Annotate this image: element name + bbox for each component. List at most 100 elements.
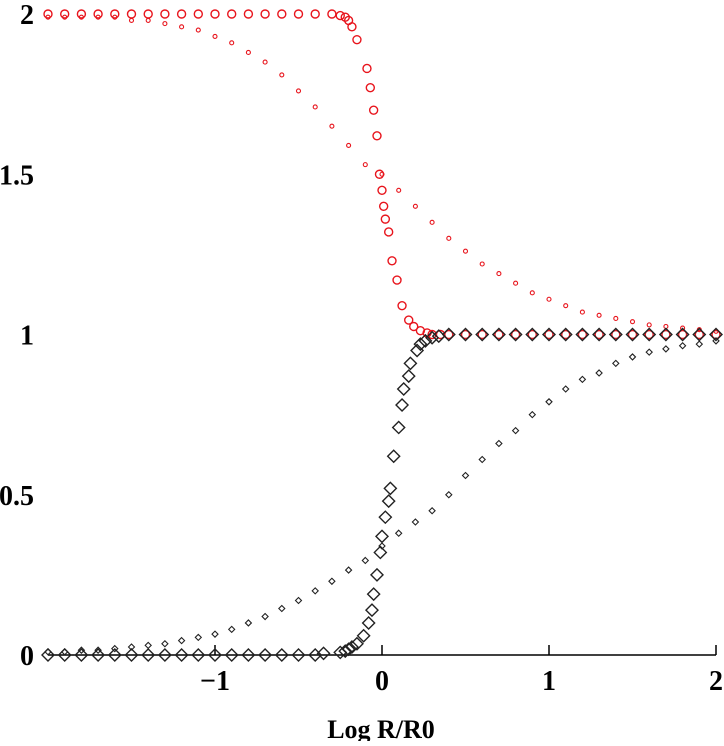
data-point xyxy=(335,10,345,21)
data-point xyxy=(678,341,687,350)
data-point xyxy=(312,104,318,110)
data-point xyxy=(110,9,120,19)
data-point xyxy=(625,327,640,342)
data-point xyxy=(194,633,203,642)
data-point xyxy=(662,345,670,353)
data-point xyxy=(694,329,704,340)
data-point xyxy=(344,639,359,654)
data-point xyxy=(78,14,84,20)
data-point xyxy=(387,256,397,266)
data-point xyxy=(91,648,106,662)
data-point xyxy=(575,327,590,342)
data-point xyxy=(528,410,537,419)
data-point xyxy=(143,9,153,19)
data-point xyxy=(381,494,396,509)
data-point xyxy=(510,329,521,340)
data-point xyxy=(311,587,319,595)
data-point xyxy=(112,14,118,20)
data-point xyxy=(95,14,101,20)
data-point xyxy=(94,646,102,654)
data-point xyxy=(195,27,201,33)
data-point xyxy=(445,490,453,499)
data-point xyxy=(378,201,389,212)
data-point xyxy=(579,309,585,315)
data-point xyxy=(227,625,236,634)
data-point xyxy=(592,327,607,342)
data-point xyxy=(396,381,411,396)
data-point xyxy=(338,644,353,659)
series-diamond-large xyxy=(41,327,723,662)
data-point xyxy=(396,187,402,193)
data-point xyxy=(546,296,552,302)
data-point xyxy=(527,329,537,340)
data-point xyxy=(397,300,407,311)
data-point xyxy=(316,646,331,661)
data-point xyxy=(93,9,103,19)
data-point xyxy=(525,327,540,342)
data-point xyxy=(375,529,389,544)
data-point xyxy=(43,9,53,19)
data-point xyxy=(261,612,269,621)
data-point xyxy=(644,329,654,340)
data-point xyxy=(208,648,222,662)
data-point xyxy=(349,636,364,651)
data-point xyxy=(279,72,285,78)
data-point xyxy=(260,9,270,19)
data-point xyxy=(145,17,151,23)
data-point xyxy=(344,566,353,574)
data-point xyxy=(107,648,122,662)
data-point xyxy=(675,327,690,342)
data-point xyxy=(380,214,391,224)
data-point xyxy=(629,319,636,325)
x-tick-label: 0 xyxy=(375,666,389,697)
series-circle-small xyxy=(45,14,719,334)
data-point xyxy=(226,9,237,19)
data-point xyxy=(558,327,573,342)
y-tick-label: 1.5 xyxy=(0,160,34,191)
data-point xyxy=(712,337,720,345)
y-tick-label: 0.5 xyxy=(0,481,34,512)
data-point xyxy=(224,648,239,662)
data-point xyxy=(258,648,273,662)
data-point xyxy=(262,59,268,65)
data-point xyxy=(291,648,306,662)
data-point xyxy=(394,529,403,537)
data-point xyxy=(370,567,384,582)
data-point xyxy=(60,648,69,656)
x-tick-label: 2 xyxy=(709,666,723,697)
data-point xyxy=(274,648,289,662)
data-point xyxy=(244,619,253,627)
data-point xyxy=(245,49,251,56)
data-point xyxy=(403,356,418,371)
x-tick-label: 1 xyxy=(542,666,556,697)
data-point xyxy=(229,40,235,46)
data-point xyxy=(128,17,135,23)
data-point xyxy=(461,471,470,480)
data-point xyxy=(611,329,621,340)
data-point xyxy=(413,337,428,352)
data-point xyxy=(661,329,671,340)
y-tick-label: 2 xyxy=(20,0,34,31)
data-point xyxy=(328,577,336,586)
data-point xyxy=(352,34,362,45)
data-point xyxy=(425,330,440,345)
data-point xyxy=(346,142,352,148)
data-point xyxy=(386,449,401,464)
data-point xyxy=(645,348,653,356)
data-point xyxy=(243,9,254,19)
x-ticks: −1 0 1 2 xyxy=(200,645,723,697)
x-tick-label: −1 xyxy=(200,666,230,697)
data-point xyxy=(475,327,490,342)
data-point xyxy=(57,648,72,662)
data-point xyxy=(542,327,556,342)
series-circle-large xyxy=(43,9,721,340)
data-point xyxy=(176,9,187,19)
data-point xyxy=(513,280,519,286)
data-point xyxy=(646,322,652,328)
data-point xyxy=(211,630,219,638)
data-point xyxy=(561,329,571,340)
data-point xyxy=(411,518,420,526)
data-point xyxy=(277,9,287,19)
data-point xyxy=(364,603,379,618)
